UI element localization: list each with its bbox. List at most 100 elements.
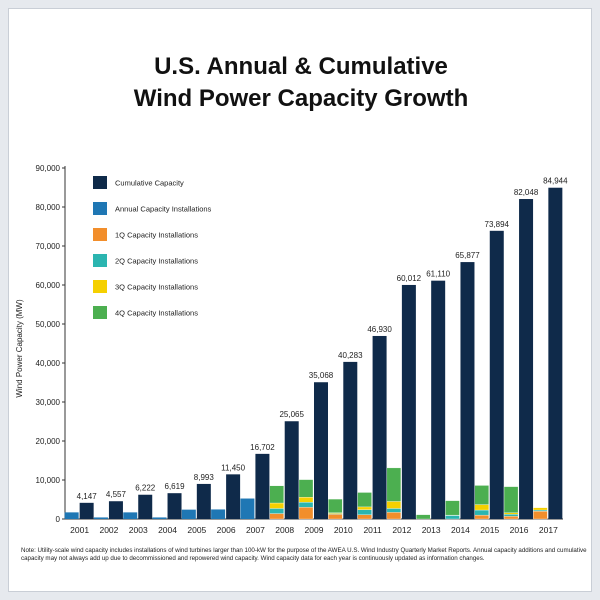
cumulative-data-label: 6,619	[165, 482, 186, 491]
cumulative-data-label: 4,557	[106, 490, 127, 499]
cumulative-data-label: 16,702	[250, 443, 275, 452]
quarter-bar-segment	[503, 486, 519, 513]
quarter-bar-segment	[269, 485, 284, 504]
cumulative-data-label: 60,012	[397, 274, 422, 283]
cumulative-bar	[460, 262, 475, 519]
legend-label: 1Q Capacity Installations	[115, 231, 198, 240]
quarter-bar-segment	[503, 512, 519, 515]
annual-bar	[211, 509, 226, 519]
quarter-bar-segment	[533, 507, 548, 511]
quarter-bar-segment	[503, 516, 519, 520]
legend-swatch	[93, 306, 107, 319]
y-tick-label: 80,000	[36, 203, 61, 212]
cumulative-data-label: 65,877	[455, 251, 480, 260]
quarter-bar-segment	[416, 514, 431, 520]
quarter-bar-segment	[445, 515, 460, 520]
legend-label: Cumulative Capacity	[115, 179, 184, 188]
cumulative-bar	[343, 361, 358, 519]
quarter-bar-segment	[474, 504, 489, 511]
annual-bar	[152, 517, 167, 519]
y-tick-label: 60,000	[36, 281, 61, 290]
quarter-bar-segment	[357, 506, 372, 510]
legend-swatch	[93, 254, 107, 267]
cumulative-bar	[108, 501, 123, 519]
x-tick-label: 2011	[363, 525, 382, 535]
chart-title: U.S. Annual & Cumulative	[154, 53, 448, 80]
cumulative-bar	[255, 453, 270, 519]
annual-bar	[93, 517, 108, 519]
quarter-bar-segment	[474, 509, 489, 516]
quarter-bar-segment	[328, 514, 343, 520]
quarter-bar-segment	[386, 508, 402, 513]
x-tick-label: 2002	[99, 525, 118, 535]
annual-bar	[181, 509, 196, 519]
cumulative-bar	[489, 230, 504, 519]
quarter-bar-segment	[298, 497, 314, 503]
y-tick-label: 20,000	[36, 437, 61, 446]
quarter-bar-segment	[503, 514, 519, 517]
quarter-bar-segment	[386, 467, 402, 502]
cumulative-data-label: 8,993	[194, 473, 215, 482]
x-tick-label: 2005	[187, 525, 206, 535]
cumulative-data-label: 6,222	[135, 484, 156, 493]
quarter-bar-segment	[357, 514, 372, 520]
quarter-bar-segment	[269, 513, 284, 520]
legend-swatch	[93, 202, 107, 215]
x-tick-label: 2009	[305, 525, 324, 535]
quarter-bar-segment	[445, 500, 460, 516]
y-tick-label: 10,000	[36, 476, 61, 485]
chart-subtitle: Wind Power Capacity Growth	[133, 85, 469, 112]
annual-bar	[64, 512, 79, 519]
cumulative-bar	[372, 335, 387, 519]
cumulative-data-label: 46,930	[367, 325, 392, 334]
cumulative-data-label: 11,450	[221, 463, 245, 472]
x-tick-label: 2008	[275, 525, 294, 535]
quarter-bar-segment	[474, 485, 489, 505]
cumulative-data-label: 84,944	[543, 177, 568, 186]
x-tick-label: 2013	[422, 525, 441, 535]
annual-bar	[240, 498, 255, 519]
cumulative-bar	[284, 421, 299, 519]
x-tick-label: 2007	[246, 525, 265, 535]
cumulative-data-label: 40,283	[338, 351, 363, 360]
quarter-bar-segment	[533, 511, 548, 520]
y-axis-label: Wind Power Capacity (MW)	[15, 299, 24, 398]
x-tick-label: 2006	[217, 525, 236, 535]
quarter-bar-segment	[386, 512, 402, 520]
quarter-bar-segment	[474, 514, 489, 520]
quarter-bar-segment	[357, 509, 372, 515]
legend-label: Annual Capacity Installations	[115, 205, 212, 214]
annual-bar	[123, 512, 138, 519]
quarter-bar-segment	[298, 507, 314, 520]
quarter-bar-segment	[533, 509, 548, 512]
quarter-bar-segment	[269, 508, 284, 514]
x-tick-label: 2004	[158, 525, 177, 535]
y-tick-label: 30,000	[36, 398, 61, 407]
cumulative-data-label: 61,110	[426, 270, 450, 279]
legend-label: 4Q Capacity Installations	[115, 309, 198, 318]
cumulative-bar	[548, 187, 563, 520]
legend-label: 2Q Capacity Installations	[115, 257, 198, 266]
y-tick-label: 90,000	[36, 164, 61, 173]
x-tick-label: 2017	[539, 525, 558, 535]
quarter-bar-segment	[357, 492, 372, 508]
y-tick-label: 50,000	[36, 320, 61, 329]
quarter-bar-segment	[328, 498, 343, 513]
y-tick-label: 40,000	[36, 359, 61, 368]
x-tick-label: 2015	[480, 525, 499, 535]
cumulative-bar	[79, 502, 94, 519]
cumulative-data-label: 73,894	[485, 220, 510, 229]
x-tick-label: 2012	[392, 525, 411, 535]
cumulative-data-label: 82,048	[514, 188, 539, 197]
x-tick-label: 2014	[451, 525, 470, 535]
legend-swatch	[93, 280, 107, 293]
cumulative-bar	[167, 493, 182, 519]
quarter-bar-segment	[269, 502, 284, 509]
x-tick-label: 2001	[70, 525, 89, 535]
quarter-bar-segment	[298, 479, 314, 498]
quarter-bar-segment	[298, 502, 314, 508]
quarter-bar-segment	[386, 501, 402, 509]
y-tick-label: 70,000	[36, 242, 61, 251]
cumulative-bar	[138, 494, 153, 519]
